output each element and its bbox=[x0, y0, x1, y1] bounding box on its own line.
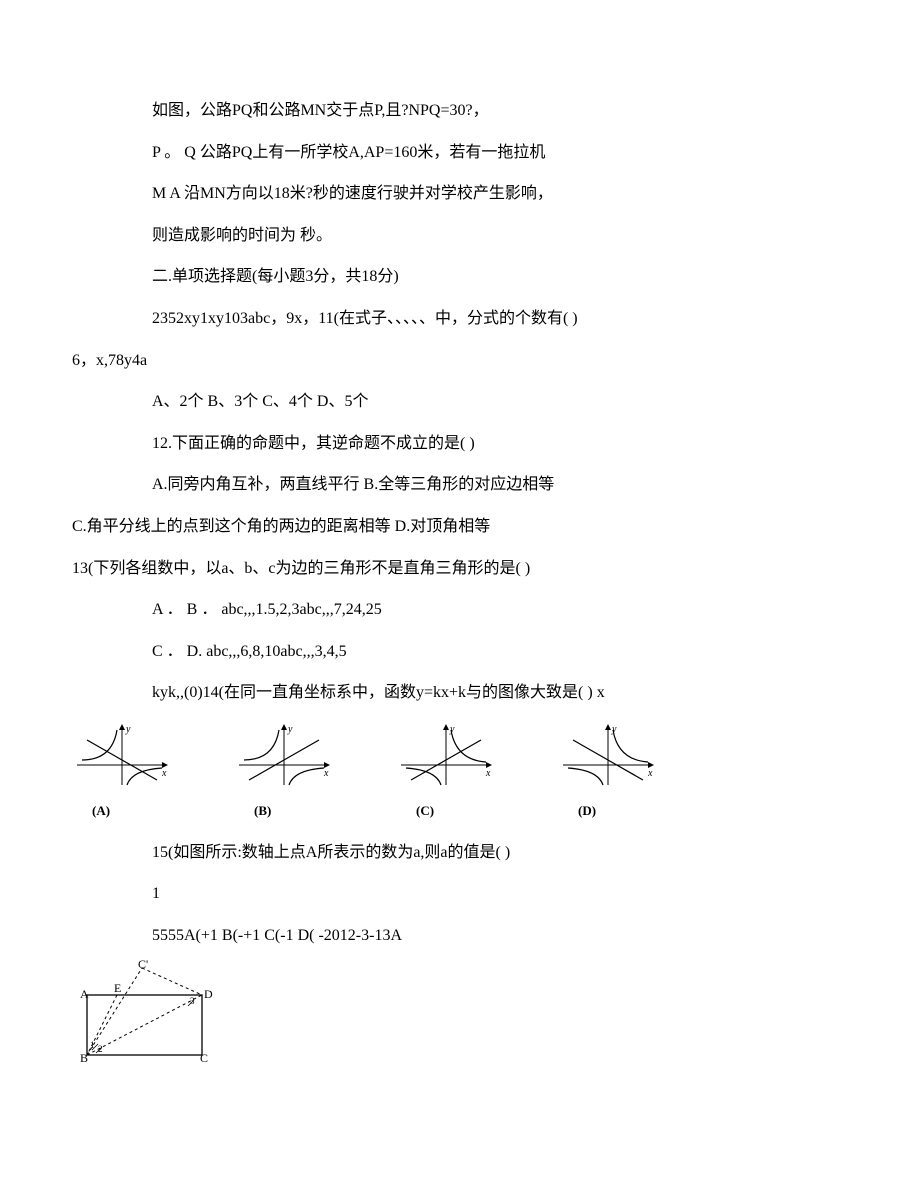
graph-label-a: (A) bbox=[72, 794, 110, 828]
text-line: A ． B ． abc,,,1.5,2,3abc,,,7,24,25 bbox=[0, 589, 920, 631]
graph-b-svg: y x bbox=[234, 720, 334, 790]
graph-c-svg: y x bbox=[396, 720, 496, 790]
text-line: P 。 Q 公路PQ上有一所学校A,AP=160米，若有一拖拉机 bbox=[0, 132, 920, 174]
q16-svg: A D B C C' E 1 2 3 bbox=[72, 960, 222, 1070]
axis-label-y: y bbox=[125, 724, 131, 735]
graph-d-svg: y x bbox=[558, 720, 658, 790]
graph-label-d: (D) bbox=[558, 794, 596, 828]
svg-text:x: x bbox=[161, 768, 167, 779]
text-line: M A 沿MN方向以18米?秒的速度行驶并对学校产生影响， bbox=[0, 173, 920, 215]
label-A: A bbox=[80, 987, 89, 1001]
svg-text:3: 3 bbox=[190, 996, 195, 1006]
question-stem: 13(下列各组数中，以a、b、c为边的三角形不是直角三角形的是( ) bbox=[0, 548, 920, 590]
text-line: 2352xy1xy103abc，9x，11(在式子、、、、、中，分式的个数有( … bbox=[0, 298, 920, 340]
label-Cprime: C' bbox=[138, 960, 148, 971]
section-heading: 二.单项选择题(每小题3分，共18分) bbox=[0, 256, 920, 298]
q16-figure: A D B C C' E 1 2 3 bbox=[0, 960, 920, 1070]
text-line: 1 bbox=[0, 873, 920, 915]
text-line: C ． D. abc,,,6,8,10abc,,,3,4,5 bbox=[0, 631, 920, 673]
question-stem: 12.下面正确的命题中，其逆命题不成立的是( ) bbox=[0, 423, 920, 465]
svg-text:1: 1 bbox=[90, 1040, 95, 1050]
label-C: C bbox=[200, 1051, 208, 1065]
axis-label-y: y bbox=[287, 724, 293, 735]
axis-label-y: y bbox=[449, 724, 455, 735]
text-line: A.同旁内角互补，两直线平行 B.全等三角形的对应边相等 bbox=[0, 464, 920, 506]
label-B: B bbox=[80, 1051, 88, 1065]
text-line: A、2个 B、3个 C、4个 D、5个 bbox=[0, 381, 920, 423]
svg-text:x: x bbox=[647, 768, 653, 779]
text-line: 6，x,78y4a bbox=[0, 340, 920, 382]
graph-options-row: y x (A) y x (B) bbox=[0, 720, 920, 828]
svg-text:x: x bbox=[485, 768, 491, 779]
label-D: D bbox=[204, 987, 213, 1001]
axis-label-y: y bbox=[611, 724, 617, 735]
graph-a-svg: y x bbox=[72, 720, 172, 790]
text-line: 5555A(+1 B(-+1 C(-1 D( -2012-3-13A bbox=[0, 915, 920, 957]
svg-text:2: 2 bbox=[98, 1044, 103, 1054]
question-stem: 15(如图所示:数轴上点A所表示的数为a,则a的值是( ) bbox=[0, 832, 920, 874]
text-line: C.角平分线上的点到这个角的两边的距离相等 D.对顶角相等 bbox=[0, 506, 920, 548]
svg-text:x: x bbox=[323, 768, 329, 779]
graph-option-b: y x (B) bbox=[234, 720, 334, 828]
label-E: E bbox=[114, 981, 121, 995]
graph-option-a: y x (A) bbox=[72, 720, 172, 828]
text-line: 则造成影响的时间为 秒。 bbox=[0, 215, 920, 257]
graph-label-b: (B) bbox=[234, 794, 271, 828]
graph-option-d: y x (D) bbox=[558, 720, 658, 828]
question-stem: kyk,,(0)14(在同一直角坐标系中，函数y=kx+k与的图像大致是( ) … bbox=[0, 672, 920, 714]
graph-label-c: (C) bbox=[396, 794, 434, 828]
text-line: 如图，公路PQ和公路MN交于点P,且?NPQ=30?， bbox=[0, 90, 920, 132]
graph-option-c: y x (C) bbox=[396, 720, 496, 828]
